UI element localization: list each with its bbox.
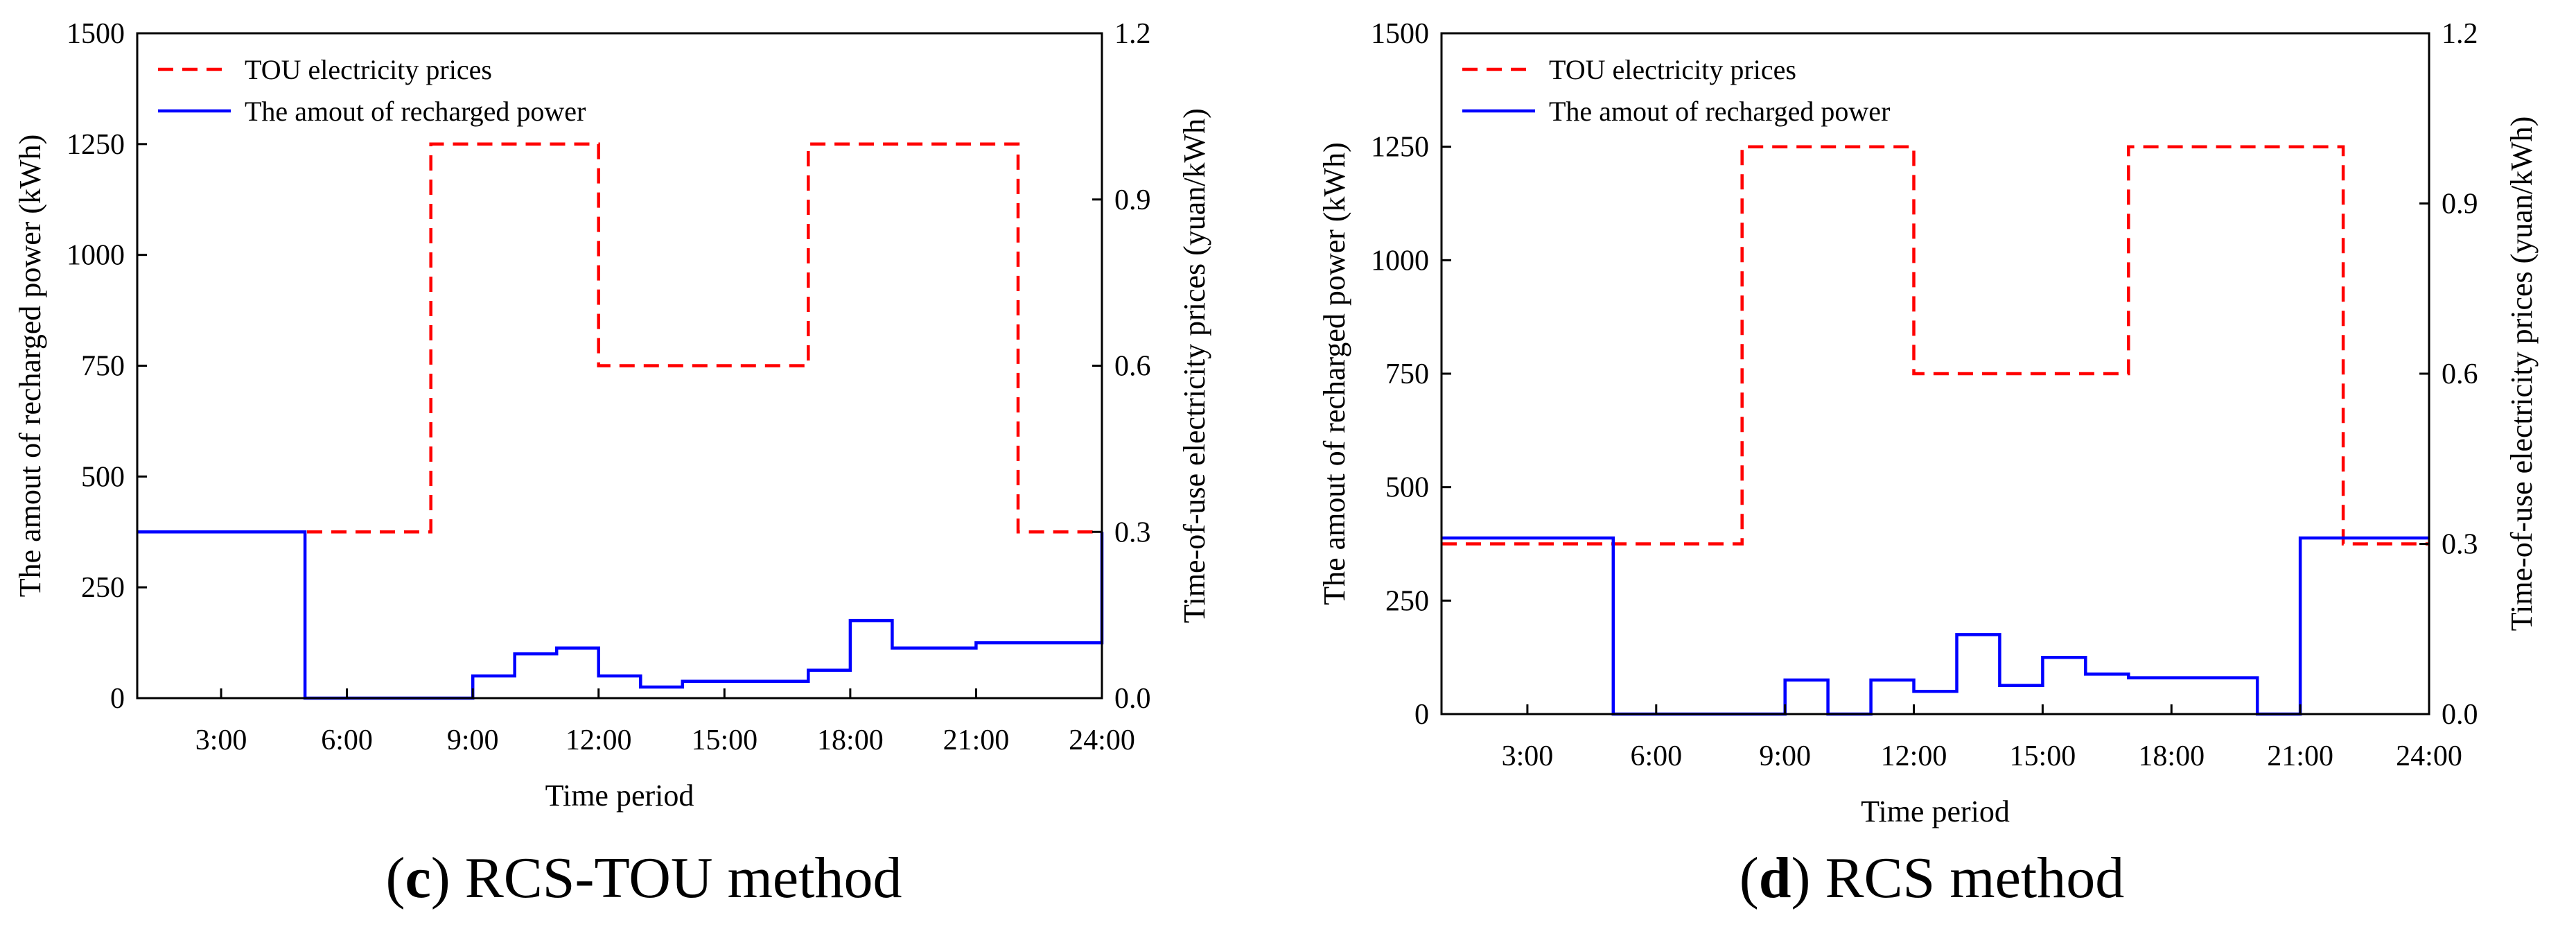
y-left-tick-label: 1000	[67, 240, 125, 272]
y-right-tick-label: 0.6	[2442, 358, 2478, 390]
x-tick-label: 9:00	[1759, 740, 1811, 772]
series-line-recharged-power	[1442, 536, 2429, 716]
y-left-tick-label: 0	[110, 683, 125, 715]
caption-panel-c: (c) RCS-TOU method	[385, 846, 902, 910]
y-left-tick-label: 1500	[1371, 18, 1429, 50]
y-left-tick-label: 250	[81, 572, 125, 604]
caption-text: ) RCS method	[1791, 846, 2125, 910]
y-left-tick-label: 500	[81, 461, 125, 493]
y-right-tick-label: 0.0	[2442, 699, 2478, 731]
y-right-tick-label: 1.2	[2442, 18, 2478, 50]
y-left-axis-title: The amout of recharged power (kWh)	[13, 134, 47, 597]
x-tick-label: 21:00	[943, 724, 1010, 756]
x-tick-label: 3:00	[195, 724, 247, 756]
x-tick-label: 6:00	[321, 724, 373, 756]
chart-panel-c: 3:00 6:00 9:00 12:00 15:00 18:00 21:00 24:00 0 25…	[13, 18, 1211, 813]
series-line-tou-prices	[1442, 145, 2429, 546]
y-right-tick-label: 0.6	[1114, 351, 1151, 383]
x-axis-title: Time period	[1861, 794, 2010, 828]
legend-label: The amout of recharged power	[245, 96, 586, 127]
chart-panel-d: 3:00 6:00 9:00 12:00 15:00 18:00 21:00 24:00 0 25…	[1317, 18, 2539, 828]
x-tick-label: 24:00	[2396, 740, 2462, 772]
x-tick-label: 3:00	[1502, 740, 1554, 772]
x-tick-label: 18:00	[2138, 740, 2205, 772]
x-tick-label: 12:00	[566, 724, 632, 756]
caption-letter: d	[1758, 846, 1791, 910]
caption-panel-d: (d) RCS method	[1739, 846, 2125, 910]
legend-label: The amout of recharged power	[1549, 96, 1890, 127]
y-left-tick-label: 0	[1414, 699, 1429, 731]
x-tick-label: 21:00	[2267, 740, 2333, 772]
y-left-tick-label: 750	[81, 351, 125, 383]
y-right-tick-label: 0.0	[1114, 683, 1151, 715]
y-right-tick-label: 0.3	[2442, 529, 2478, 561]
y-left-tick-label: 500	[1385, 472, 1429, 504]
caption-text: ) RCS-TOU method	[430, 846, 902, 910]
y-left-tick-label: 250	[1385, 585, 1429, 617]
y-right-axis-title: Time-of-use electricity prices (yuan/kWh…	[1177, 108, 1211, 623]
x-axis-title: Time period	[545, 779, 694, 813]
legend-label: TOU electricity prices	[245, 54, 492, 85]
x-tick-label: 15:00	[691, 724, 757, 756]
x-tick-label: 18:00	[817, 724, 884, 756]
y-right-axis-title: Time-of-use electricity prices (yuan/kWh…	[2505, 116, 2539, 631]
caption-letter: c	[405, 846, 431, 910]
x-tick-label: 6:00	[1630, 740, 1682, 772]
series-line-tou-prices	[137, 142, 1102, 534]
y-left-tick-label: 750	[1385, 358, 1429, 390]
y-left-tick-label: 1250	[67, 129, 125, 161]
x-tick-label: 15:00	[2010, 740, 2076, 772]
series-line-recharged-power	[137, 530, 1104, 700]
y-left-tick-label: 1250	[1371, 132, 1429, 164]
y-right-tick-label: 0.3	[1114, 516, 1151, 548]
x-tick-label: 9:00	[447, 724, 499, 756]
x-tick-label: 24:00	[1069, 724, 1135, 756]
y-right-tick-label: 1.2	[1114, 18, 1151, 50]
y-left-tick-label: 1000	[1371, 245, 1429, 277]
y-left-tick-label: 1500	[67, 18, 125, 50]
x-tick-label: 12:00	[1881, 740, 1947, 772]
y-left-axis-title: The amout of recharged power (kWh)	[1317, 142, 1351, 605]
y-right-tick-label: 0.9	[2442, 189, 2478, 220]
y-right-tick-label: 0.9	[1114, 184, 1151, 216]
legend-label: TOU electricity prices	[1549, 54, 1796, 85]
